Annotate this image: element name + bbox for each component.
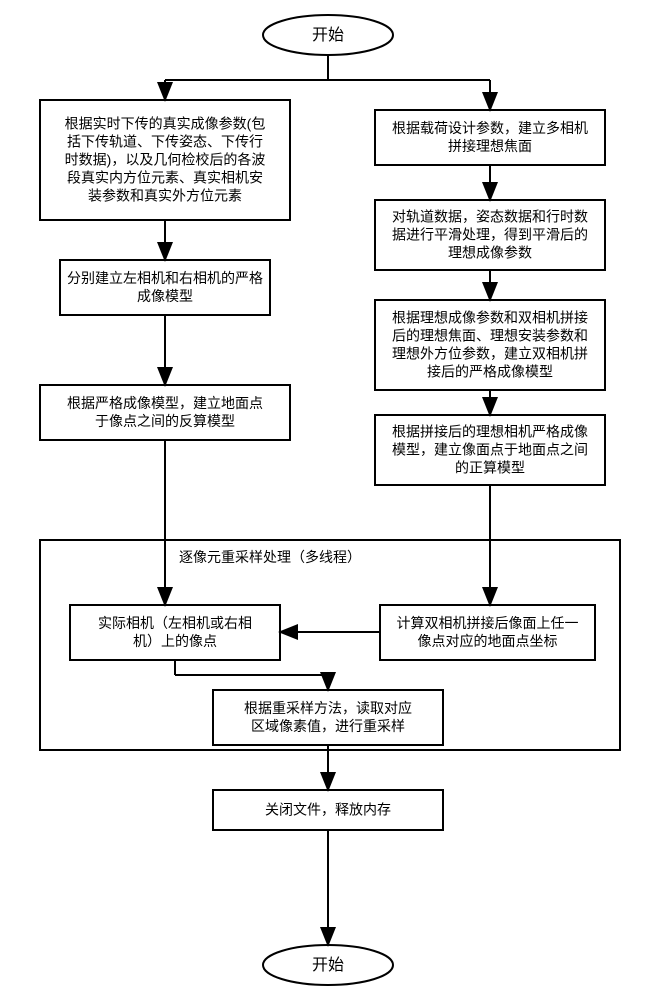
box-R1-line-0: 根据载荷设计参数，建立多相机: [392, 120, 588, 136]
box-M_R-line-0: 计算双相机拼接后像面上任一: [397, 615, 579, 631]
box-R4-line-1: 模型，建立像面点于地面点之间: [392, 442, 588, 458]
box-R3-line-2: 理想外方位参数，建立双相机拼: [392, 346, 588, 362]
box-R4: 根据拼接后的理想相机严格成像模型，建立像面点于地面点之间的正算模型: [375, 415, 605, 485]
box-R4-line-0: 根据拼接后的理想相机严格成像: [392, 424, 588, 440]
box-L1: 根据实时下传的真实成像参数(包括下传轨道、下传姿态、下传行时数据)，以及几何检校…: [40, 100, 290, 220]
end-label: 开始: [312, 956, 344, 974]
box-L3-line-0: 根据严格成像模型，建立地面点: [67, 395, 263, 411]
box-M_R-line-1: 像点对应的地面点坐标: [418, 633, 558, 649]
container-title: 逐像元重采样处理（多线程）: [179, 549, 361, 565]
box-R4-line-2: 的正算模型: [455, 460, 525, 476]
box-M_L: 实际相机（左相机或右相机）上的像点: [70, 605, 280, 660]
box-M_R: 计算双相机拼接后像面上任一像点对应的地面点坐标: [380, 605, 595, 660]
box-M_B-line-0: 根据重采样方法，读取对应: [244, 700, 412, 716]
box-R3-line-3: 接后的严格成像模型: [427, 364, 553, 380]
box-R2-line-1: 据进行平滑处理，得到平滑后的: [392, 227, 588, 243]
box-R1-line-1: 拼接理想焦面: [448, 138, 532, 154]
box-R1: 根据载荷设计参数，建立多相机拼接理想焦面: [375, 110, 605, 165]
box-L1-line-4: 装参数和真实外方位元素: [88, 188, 242, 204]
box-M_B: 根据重采样方法，读取对应区域像素值，进行重采样: [213, 690, 443, 745]
box-L2-line-1: 成像模型: [137, 288, 193, 304]
box-L1-line-1: 括下传轨道、下传姿态、下传行: [67, 134, 263, 150]
box-R3-line-1: 后的理想焦面、理想安装参数和: [392, 328, 588, 344]
box-L1-line-2: 时数据)，以及几何检校后的各波: [65, 152, 266, 168]
end-oval: 开始: [263, 945, 393, 985]
box-L3: 根据严格成像模型，建立地面点于像点之间的反算模型: [40, 385, 290, 440]
box-L1-line-0: 根据实时下传的真实成像参数(包: [65, 116, 266, 132]
box-L1-line-3: 段真实内方位元素、真实相机安: [67, 170, 263, 186]
box-R2-line-0: 对轨道数据，姿态数据和行时数: [392, 209, 588, 225]
box-R3-line-0: 根据理想成像参数和双相机拼接: [392, 310, 588, 326]
box-R2-line-2: 理想成像参数: [448, 245, 532, 261]
box-R2: 对轨道数据，姿态数据和行时数据进行平滑处理，得到平滑后的理想成像参数: [375, 200, 605, 270]
box-L3-line-1: 于像点之间的反算模型: [95, 413, 235, 429]
start-oval: 开始: [263, 15, 393, 55]
box-M_B-line-1: 区域像素值，进行重采样: [251, 718, 405, 734]
box-M_L-line-0: 实际相机（左相机或右相: [98, 615, 252, 631]
box-L2-line-0: 分别建立左相机和右相机的严格: [67, 270, 263, 286]
box-CLOSE: 关闭文件，释放内存: [213, 790, 443, 830]
box-CLOSE-line-0: 关闭文件，释放内存: [265, 802, 391, 818]
box-L2: 分别建立左相机和右相机的严格成像模型: [60, 260, 270, 315]
start-label: 开始: [312, 26, 344, 44]
box-M_L-line-1: 机）上的像点: [133, 633, 217, 649]
box-R3: 根据理想成像参数和双相机拼接后的理想焦面、理想安装参数和理想外方位参数，建立双相…: [375, 300, 605, 390]
